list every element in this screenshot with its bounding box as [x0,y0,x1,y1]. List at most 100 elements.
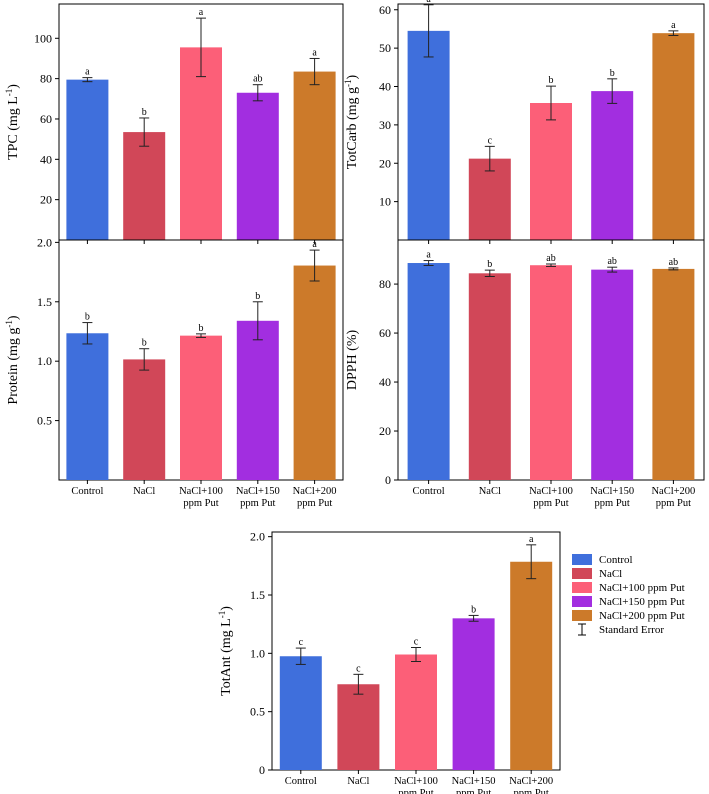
y-axis-label: Protein (mg g-1) [4,315,21,405]
bar-protein-3 [236,320,279,480]
y-tick-label: 60 [379,326,391,340]
significance-letter: ab [546,253,555,264]
bar-tpc-2 [180,47,222,240]
y-axis-label: TPC (mg L-1) [4,84,21,160]
y-tick-label: 1.5 [250,588,265,602]
x-tick-label: NaCl+150 [236,486,280,497]
y-axis-label: TotCarb (mg g-1) [343,74,360,169]
significance-letter: b [85,312,90,323]
significance-letter: a [426,250,431,261]
legend-swatch-4 [572,610,592,621]
x-tick-label: ppm Put [456,788,491,794]
significance-letter: a [312,239,317,250]
x-tick-label: NaCl+200 [509,776,553,787]
significance-letter: b [610,68,615,79]
y-tick-label: 2.0 [250,530,265,544]
x-tick-label: ppm Put [297,498,332,509]
x-tick-label: NaCl [347,776,369,787]
significance-letter: ab [253,74,262,85]
bar-tpc-4 [293,71,336,240]
y-tick-label: 0 [385,473,391,487]
legend-label: Control [599,554,633,566]
x-tick-label: NaCl+100 [394,776,438,787]
bar-totcarb-4 [652,33,695,240]
bar-dpph-4 [652,268,695,480]
significance-letter: a [199,7,204,18]
bar-protein-1 [123,359,166,480]
y-tick-label: 1.5 [37,295,52,309]
y-tick-label: 0.5 [37,414,52,428]
x-tick-label: NaCl+100 [179,486,223,497]
x-tick-label: NaCl+150 [452,776,496,787]
significance-letter: a [312,47,317,58]
y-tick-label: 0.5 [250,705,265,719]
bar-totant-3 [452,618,495,770]
legend-label: NaCl+200 ppm Put [599,610,685,622]
y-axis-label: DPPH (%) [345,330,360,391]
x-tick-label: Control [285,776,317,787]
bar-tpc-0 [66,79,109,241]
x-tick-label: ppm Put [656,498,691,509]
bar-totcarb-2 [530,103,572,240]
x-tick-label: NaCl+100 [529,486,573,497]
y-tick-label: 40 [379,375,391,389]
legend-label: NaCl+150 ppm Put [599,596,685,608]
x-tick-label: NaCl+150 [590,486,634,497]
bar-tpc-1 [123,132,166,240]
legend-swatch-3 [572,596,592,607]
panel-protein: 0.5 1.0 1.5 2.0 Protein (mg g-1) b Control b NaC… [4,235,344,509]
y-tick-label: 50 [379,41,391,55]
significance-letter: c [414,637,419,648]
y-tick-label: 0 [259,763,265,777]
significance-letter: c [356,663,361,674]
y-tick-label: 10 [379,195,391,209]
y-tick-label: 2.0 [37,235,52,249]
x-tick-label: ppm Put [398,788,433,794]
significance-letter: b [471,604,476,615]
bar-totcarb-1 [468,158,511,240]
y-tick-label: 60 [40,112,52,126]
significance-letter: b [142,338,147,349]
significance-letter: ab [607,256,616,267]
bar-protein-4 [293,265,336,480]
y-tick-label: 1.0 [37,354,52,368]
significance-letter: b [199,323,204,334]
panel-totcarb: 10 20 30 40 50 60 TotCarb (mg g-1) a c b b a [343,0,705,244]
legend-swatch-2 [572,582,592,593]
legend-swatch-0 [572,554,592,565]
y-tick-label: 20 [40,193,52,207]
bar-tpc-3 [236,92,279,240]
y-tick-label: 20 [379,156,391,170]
x-tick-label: NaCl+200 [651,486,695,497]
bar-totant-2 [395,654,437,770]
x-tick-label: Control [413,486,445,497]
significance-letter: c [488,135,493,146]
bar-totcarb-3 [591,91,634,240]
significance-letter: a [426,0,431,5]
panel-totant: 0 0.5 1.0 1.5 2.0 TotAnt (mg L-1) c Control c NaC… [217,530,561,794]
y-tick-label: 40 [379,80,391,94]
significance-letter: b [142,107,147,118]
significance-letter: a [529,534,534,545]
bar-totcarb-0 [407,30,450,241]
x-tick-label: NaCl+200 [293,486,337,497]
y-tick-label: 80 [379,277,391,291]
y-axis-label: TotAnt (mg L-1) [217,606,234,696]
legend: Control NaCl NaCl+100 ppm Put NaCl+150 ppm … [572,554,685,636]
x-tick-label: ppm Put [533,498,568,509]
bar-totant-1 [337,684,380,770]
y-tick-label: 20 [379,424,391,438]
significance-letter: a [671,20,676,31]
y-tick-label: 100 [34,31,52,45]
y-tick-label: 80 [40,72,52,86]
bar-totant-4 [510,561,553,770]
legend-label: Standard Error [599,624,664,636]
significance-letter: c [299,637,304,648]
bar-dpph-3 [591,269,634,480]
x-tick-label: NaCl [479,486,501,497]
y-tick-label: 1.0 [250,646,265,660]
bar-protein-2 [180,335,222,480]
